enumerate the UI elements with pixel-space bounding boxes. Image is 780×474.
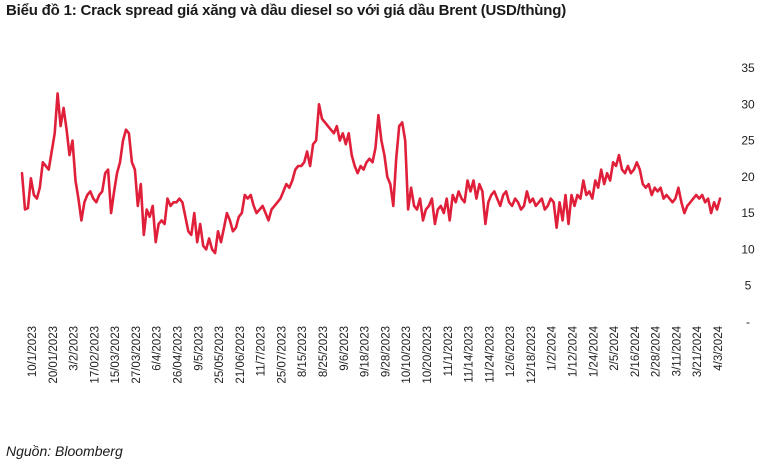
x-tick-label: 3/11/2024 bbox=[671, 325, 683, 376]
x-tick-label: 26/04/2023 bbox=[173, 326, 185, 384]
x-tick-label: 2/5/2024 bbox=[609, 325, 621, 370]
x-tick-label: 1/2/2024 bbox=[547, 325, 559, 370]
x-tick-label: 10/20/2023 bbox=[422, 326, 434, 384]
x-tick-label: 9/5/2023 bbox=[193, 326, 205, 371]
x-tick-label: 11/14/2023 bbox=[464, 326, 476, 383]
x-tick-label: 10/1/2023 bbox=[27, 326, 39, 377]
x-tick-label: 2/28/2024 bbox=[651, 325, 663, 377]
x-tick-label: 12/18/2023 bbox=[526, 326, 538, 384]
x-tick-label: 9/28/2023 bbox=[380, 326, 392, 377]
x-tick-label: 1/12/2024 bbox=[568, 325, 580, 377]
x-tick-label: 20/01/2023 bbox=[48, 326, 60, 384]
y-axis: - 5 10 15 20 25 30 35 bbox=[741, 61, 755, 329]
x-tick-label: 6/4/2023 bbox=[152, 326, 164, 371]
x-tick-label: 25/07/2023 bbox=[277, 326, 289, 384]
y-tick-label: 5 bbox=[745, 279, 752, 293]
x-tick-label: 3/21/2024 bbox=[692, 325, 704, 377]
x-tick-label: 8/15/2023 bbox=[297, 326, 309, 377]
x-tick-label: 11/7/2023 bbox=[256, 326, 268, 376]
x-tick-label: 2/16/2024 bbox=[630, 325, 642, 377]
line-chart: - 5 10 15 20 25 30 35 10/1/2023 20/01/2023 3/2/20… bbox=[20, 61, 755, 384]
chart-title: Biểu đồ 1: Crack spread giá xăng và dầu … bbox=[6, 2, 566, 19]
x-tick-label: 8/25/2023 bbox=[318, 326, 330, 377]
x-axis: 10/1/2023 20/01/2023 3/2/2023 17/02/2023 15/… bbox=[27, 325, 725, 383]
y-tick-label: 25 bbox=[741, 134, 755, 148]
y-tick-label: 30 bbox=[741, 97, 755, 111]
x-tick-label: 15/03/2023 bbox=[110, 326, 122, 384]
x-tick-label: 3/2/2023 bbox=[69, 326, 81, 371]
x-tick-label: 12/6/2023 bbox=[505, 326, 517, 377]
x-tick-label: 9/6/2023 bbox=[339, 326, 351, 371]
y-tick-label: 15 bbox=[741, 206, 755, 220]
y-tick-label: - bbox=[746, 315, 750, 329]
x-tick-label: 21/06/2023 bbox=[235, 326, 247, 384]
x-tick-label: 4/3/2024 bbox=[713, 325, 725, 370]
y-tick-label: 10 bbox=[741, 242, 755, 256]
y-tick-label: 20 bbox=[741, 170, 755, 184]
x-tick-label: 25/05/2023 bbox=[214, 326, 226, 384]
series-line-crack-spread bbox=[20, 92, 722, 255]
x-tick-label: 17/02/2023 bbox=[89, 326, 101, 384]
x-tick-label: 11/1/2023 bbox=[443, 326, 455, 376]
x-tick-label: 1/24/2024 bbox=[588, 325, 600, 377]
x-tick-label: 10/10/2023 bbox=[401, 326, 413, 384]
y-tick-label: 35 bbox=[741, 61, 755, 75]
source-note: Nguồn: Bloomberg bbox=[6, 443, 123, 459]
x-tick-label: 27/03/2023 bbox=[131, 326, 143, 384]
x-tick-label: 9/18/2023 bbox=[360, 326, 372, 377]
x-tick-label: 11/24/2023 bbox=[484, 326, 496, 383]
